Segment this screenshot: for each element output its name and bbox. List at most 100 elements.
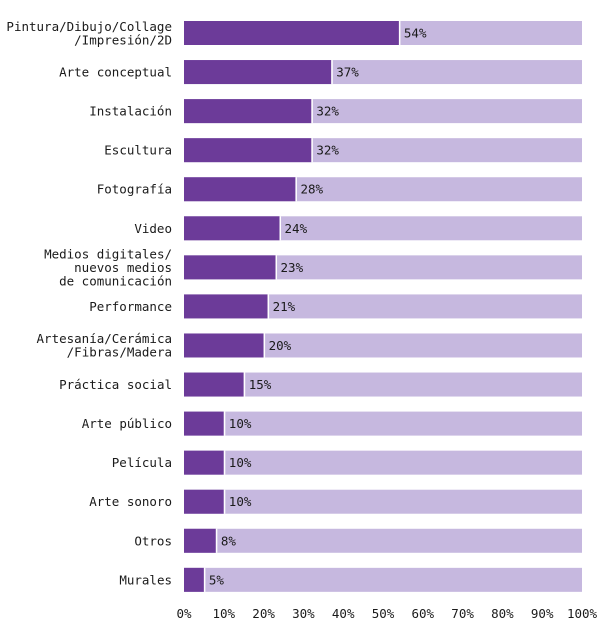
bar bbox=[184, 333, 264, 358]
x-tick-label: 70% bbox=[451, 606, 474, 621]
bar bbox=[184, 177, 296, 202]
bar bbox=[184, 489, 224, 514]
value-label: 21% bbox=[273, 299, 296, 314]
bar bbox=[184, 372, 244, 397]
x-tick-label: 90% bbox=[531, 606, 554, 621]
category-label-line: /Impresión/2D bbox=[74, 32, 172, 47]
value-label: 8% bbox=[221, 533, 237, 548]
category-label-line: Arte conceptual bbox=[59, 65, 172, 80]
category-label-line: /Fibras/Madera bbox=[67, 345, 172, 360]
category-label: Instalación bbox=[89, 104, 172, 119]
bar-divider bbox=[311, 138, 313, 163]
bar-track bbox=[184, 411, 582, 436]
category-label: Arte conceptual bbox=[59, 65, 172, 80]
bar bbox=[184, 138, 312, 163]
category-label-line: nuevos medios bbox=[74, 260, 172, 275]
category-label: Escultura bbox=[104, 143, 172, 158]
bar bbox=[184, 411, 224, 436]
bar-track bbox=[184, 528, 582, 553]
category-labels: Pintura/Dibujo/Collage/Impresión/2D Arte … bbox=[6, 19, 172, 588]
bar-divider bbox=[223, 411, 226, 436]
bar-divider bbox=[398, 21, 401, 45]
category-label: Arte sonoro bbox=[89, 494, 172, 509]
bar-divider bbox=[243, 372, 246, 397]
bar-track bbox=[184, 567, 582, 592]
x-tick-label: 0% bbox=[176, 606, 192, 621]
bar-track bbox=[184, 450, 582, 475]
value-label: 28% bbox=[300, 182, 323, 197]
x-tick-label: 100% bbox=[567, 606, 598, 621]
bar-divider bbox=[331, 60, 333, 85]
category-label: Película bbox=[112, 455, 172, 470]
value-label: 10% bbox=[229, 494, 252, 509]
bar bbox=[184, 255, 276, 280]
category-label-line: Película bbox=[112, 455, 172, 470]
bar-divider bbox=[203, 567, 206, 592]
x-tick-label: 50% bbox=[372, 606, 395, 621]
bar bbox=[184, 567, 204, 592]
value-label: 15% bbox=[249, 377, 272, 392]
category-label-line: Arte sonoro bbox=[89, 494, 172, 509]
bar-divider bbox=[295, 177, 297, 202]
category-label: Murales bbox=[119, 572, 172, 587]
category-label: Práctica social bbox=[59, 377, 172, 392]
value-label: 20% bbox=[269, 338, 292, 353]
bars-group: 54% 37% 32% 32% 28% 24% 23% 21% 20% 15% 10% 10% 10% 8… bbox=[184, 21, 582, 592]
category-label-line: Video bbox=[134, 221, 172, 236]
bar-divider bbox=[223, 489, 226, 514]
bar-divider bbox=[311, 99, 313, 124]
value-label: 32% bbox=[316, 143, 339, 158]
category-label: Performance bbox=[89, 299, 172, 314]
bar-divider bbox=[267, 294, 270, 319]
category-label-line: Fotografía bbox=[97, 182, 172, 197]
category-label: Video bbox=[134, 221, 172, 236]
bar-track bbox=[184, 372, 582, 397]
category-label-line: Murales bbox=[119, 572, 172, 587]
value-label: 10% bbox=[229, 455, 252, 470]
bar-divider bbox=[263, 333, 266, 358]
bar-divider bbox=[223, 450, 226, 475]
x-tick-label: 30% bbox=[292, 606, 315, 621]
category-label-line: Otros bbox=[134, 533, 172, 548]
x-tick-label: 10% bbox=[213, 606, 236, 621]
category-label-line: Arte público bbox=[82, 416, 172, 431]
bar bbox=[184, 294, 268, 319]
value-label: 54% bbox=[404, 26, 427, 41]
category-label: Pintura/Dibujo/Collage/Impresión/2D bbox=[6, 19, 172, 48]
category-label-line: Escultura bbox=[104, 143, 172, 158]
value-label: 32% bbox=[316, 104, 339, 119]
bar bbox=[184, 216, 280, 241]
category-label-line: Práctica social bbox=[59, 377, 172, 392]
value-label: 37% bbox=[336, 65, 359, 80]
category-label: Arte público bbox=[82, 416, 172, 431]
category-label-line: Medios digitales/ bbox=[44, 246, 172, 261]
value-label: 23% bbox=[281, 260, 304, 275]
bar bbox=[184, 21, 399, 45]
bar-divider bbox=[279, 216, 282, 241]
value-label: 24% bbox=[285, 221, 308, 236]
x-tick-label: 40% bbox=[332, 606, 355, 621]
x-tick-label: 80% bbox=[491, 606, 514, 621]
x-tick-label: 60% bbox=[412, 606, 435, 621]
bar bbox=[184, 60, 332, 85]
bar-divider bbox=[215, 528, 218, 553]
category-label-line: Performance bbox=[89, 299, 172, 314]
category-label-line: Artesanía/Cerámica bbox=[37, 331, 172, 346]
value-label: 5% bbox=[209, 572, 225, 587]
bar-track bbox=[184, 255, 582, 280]
bar-track bbox=[184, 489, 582, 514]
category-label: Medios digitales/nuevos medios de comunic… bbox=[44, 246, 172, 288]
bar bbox=[184, 528, 216, 553]
x-tick-label: 20% bbox=[252, 606, 275, 621]
value-label: 10% bbox=[229, 416, 252, 431]
category-label: Artesanía/Cerámica/Fibras/Madera bbox=[37, 331, 172, 360]
category-label-line: de comunicación bbox=[59, 273, 172, 288]
category-label-line: Instalación bbox=[89, 104, 172, 119]
bar bbox=[184, 450, 224, 475]
category-label: Fotografía bbox=[97, 182, 172, 197]
x-axis-ticks: 0% 10% 20% 30% 40% 50% 60% 70% 80% 90% 100% bbox=[176, 606, 597, 621]
category-label-line: Pintura/Dibujo/Collage bbox=[6, 19, 172, 34]
category-label: Otros bbox=[134, 533, 172, 548]
bar-divider bbox=[275, 255, 278, 280]
